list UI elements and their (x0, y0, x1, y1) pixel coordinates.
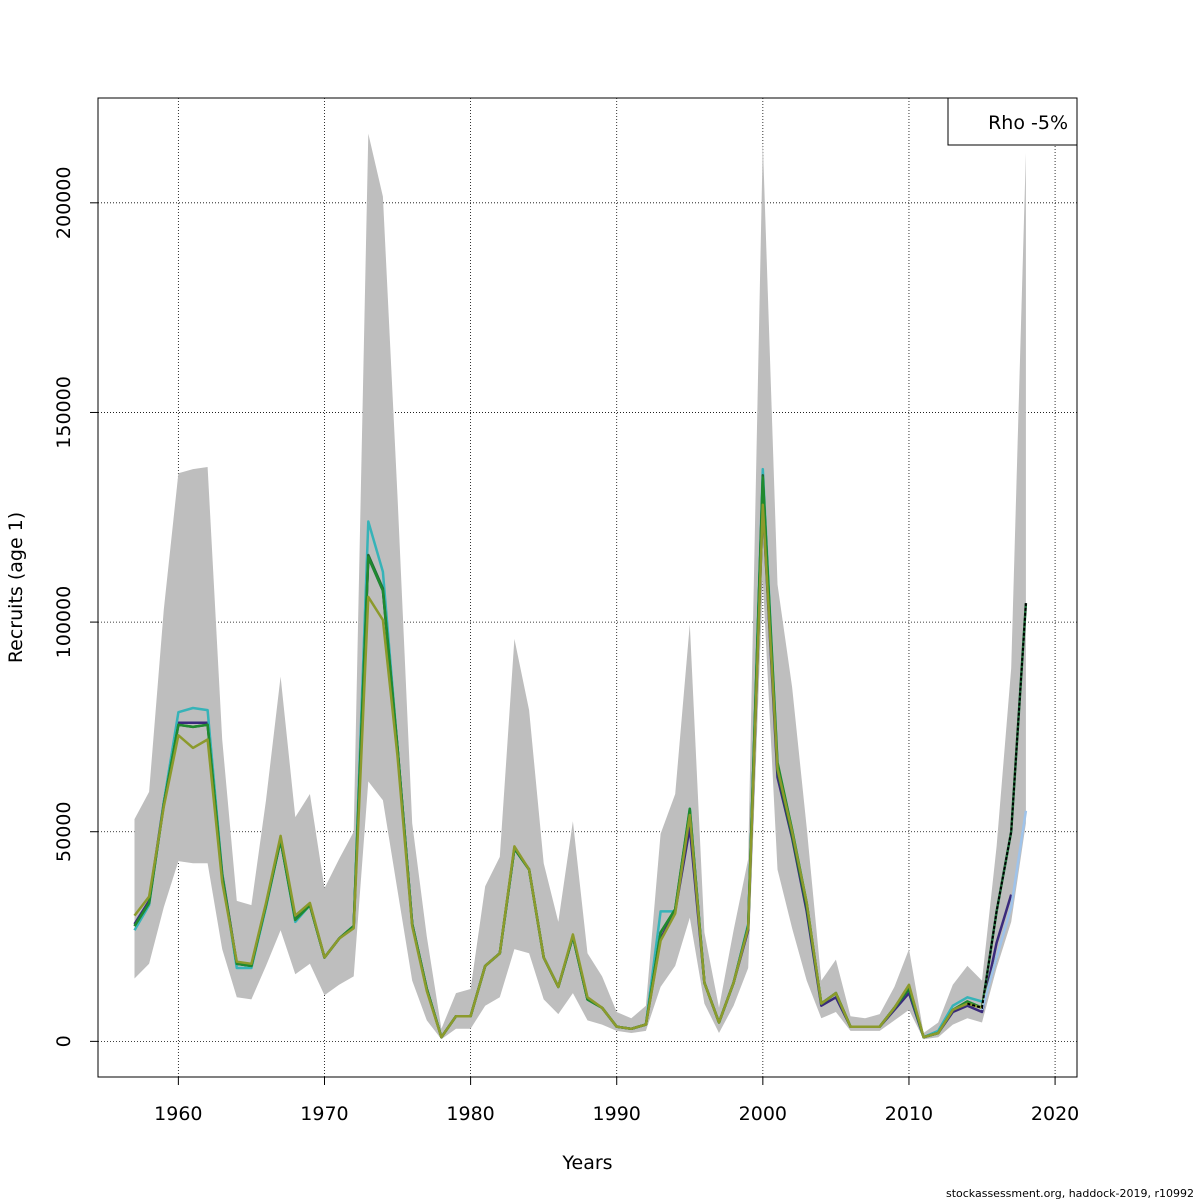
x-tick-label: 2010 (885, 1103, 933, 1125)
y-axis-title: Recruits (age 1) (5, 512, 27, 663)
legend-label: Rho -5% (988, 112, 1068, 134)
y-tick-label: 0 (53, 1035, 75, 1047)
x-axis-title: Years (561, 1152, 612, 1174)
point-estimate-line (967, 603, 1027, 1010)
y-tick-label: 50000 (53, 801, 75, 861)
legend-box (947, 97, 1078, 146)
source-footer: stockassessment.org, haddock-2019, r1099… (946, 1187, 1194, 1200)
x-tick-label: 2000 (739, 1103, 787, 1125)
series-line-5 (133, 503, 998, 1039)
series-line-6 (980, 810, 1028, 1011)
x-tick-label: 1980 (446, 1103, 494, 1125)
y-tick-label: 100000 (53, 586, 75, 659)
x-axis: 1960 1970 1980 1990 2000 2010 2020 (154, 1076, 1079, 1125)
x-tick-label: 1990 (593, 1103, 641, 1125)
y-axis: 0 50000 100000 150000 200000 (53, 167, 99, 1047)
confidence-band (134, 133, 1026, 1040)
y-tick-label: 200000 (53, 167, 75, 240)
grid-lines (98, 98, 1077, 1077)
legend: Rho -5% (947, 97, 1078, 146)
series-lines (133, 467, 1028, 1039)
x-tick-label: 1970 (300, 1103, 348, 1125)
y-tick-label: 150000 (53, 376, 75, 449)
x-tick-label: 1960 (154, 1103, 202, 1125)
x-tick-label: 2020 (1031, 1103, 1079, 1125)
